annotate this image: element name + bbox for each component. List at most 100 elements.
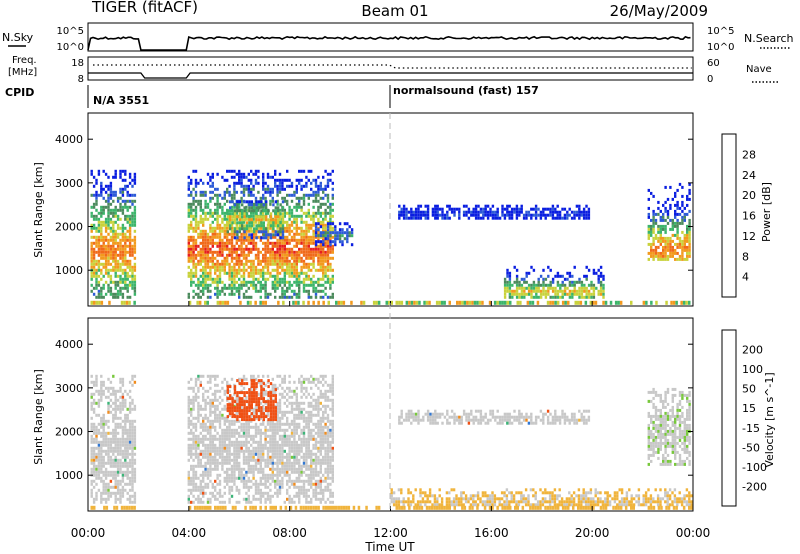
power-cell [265,212,268,216]
power-cell [286,256,289,260]
power-cell [206,253,210,257]
power-cell [561,300,565,305]
power-cell [281,215,285,219]
power-cell [216,205,219,209]
power-cell [324,234,327,238]
power-cell [238,283,241,287]
power-cell [216,259,219,263]
power-cell [494,210,497,214]
velocity-cell [240,476,243,480]
power-cell [209,271,212,275]
power-cell [206,217,210,221]
power-cell [190,214,193,218]
velocity-cell [281,452,284,456]
power-cell [537,286,540,290]
velocity-cell [240,467,243,471]
power-cell [109,217,113,221]
power-cell [97,292,101,296]
power-cell [250,221,253,225]
power-cell [305,193,308,197]
power-cell [522,216,526,220]
power-cell [126,244,129,248]
power-cell [114,295,117,299]
velocity-cell [199,380,202,384]
power-cell [300,178,303,182]
velocity-cell [202,485,205,489]
velocity-cell [262,473,265,477]
velocity-cell [266,419,270,423]
power-cell [278,247,282,251]
velocity-cell [283,464,286,468]
power-cell [233,181,236,185]
velocity-cell [252,437,255,441]
power-cell [476,300,479,305]
velocity-cell [240,404,243,408]
velocity-cell [283,395,286,399]
power-cell [121,229,125,233]
power-cell [671,221,674,225]
power-cell [187,250,190,254]
power-cell [319,244,322,248]
power-cell [688,182,691,186]
power-cell [218,232,222,236]
power-cell [288,265,291,269]
velocity-cell [194,464,198,468]
power-cell [223,226,226,230]
velocity-cell [262,419,265,423]
velocity-cell [131,473,134,477]
power-cell [206,289,210,293]
power-cell [92,205,96,209]
power-cell [549,210,552,214]
power-cell [112,193,115,197]
power-cell [257,235,260,239]
power-cell [214,235,217,239]
velocity-cell [100,467,103,471]
nave-tick-top: 60 [707,58,720,69]
power-cell [331,268,334,272]
power-cell [317,229,320,233]
velocity-cell [271,446,274,450]
power-cell [298,247,301,251]
power-cell [247,253,250,257]
power-cell [112,226,115,230]
power-colorbar-label: Power [dB] [760,182,773,242]
power-cell [253,206,256,210]
power-cell [556,216,559,220]
power-cell [551,289,555,293]
power-cell [92,286,96,290]
velocity-cell [202,374,205,378]
power-cell [231,218,234,222]
power-cell [319,187,322,191]
velocity-cell [278,491,282,495]
velocity-cell [133,470,137,474]
power-cell [202,277,205,281]
power-cell [245,229,248,233]
power-cell [531,300,535,305]
velocity-cell [116,464,120,468]
power-cell [642,300,646,305]
velocity-cell [269,425,272,429]
velocity-cell [271,494,274,498]
power-cell [264,262,267,266]
power-cell [398,210,401,214]
velocity-cell [221,500,224,504]
power-cell [114,229,117,233]
power-cell [281,212,285,216]
power-cell [250,214,253,218]
power-cell [214,271,217,275]
power-cell [503,280,507,284]
power-cell [202,193,205,197]
velocity-cell [247,464,250,468]
velocity-cell [283,461,286,465]
power-cell [202,253,205,257]
power-cell [652,194,655,198]
power-cell [109,286,113,290]
power-cell [95,193,98,197]
power-cell [652,257,655,261]
velocity-cell [264,458,267,462]
power-cell [278,265,282,269]
power-cell [104,262,108,266]
power-cell [119,268,122,272]
power-cell [230,256,234,260]
power-cell [281,196,284,200]
